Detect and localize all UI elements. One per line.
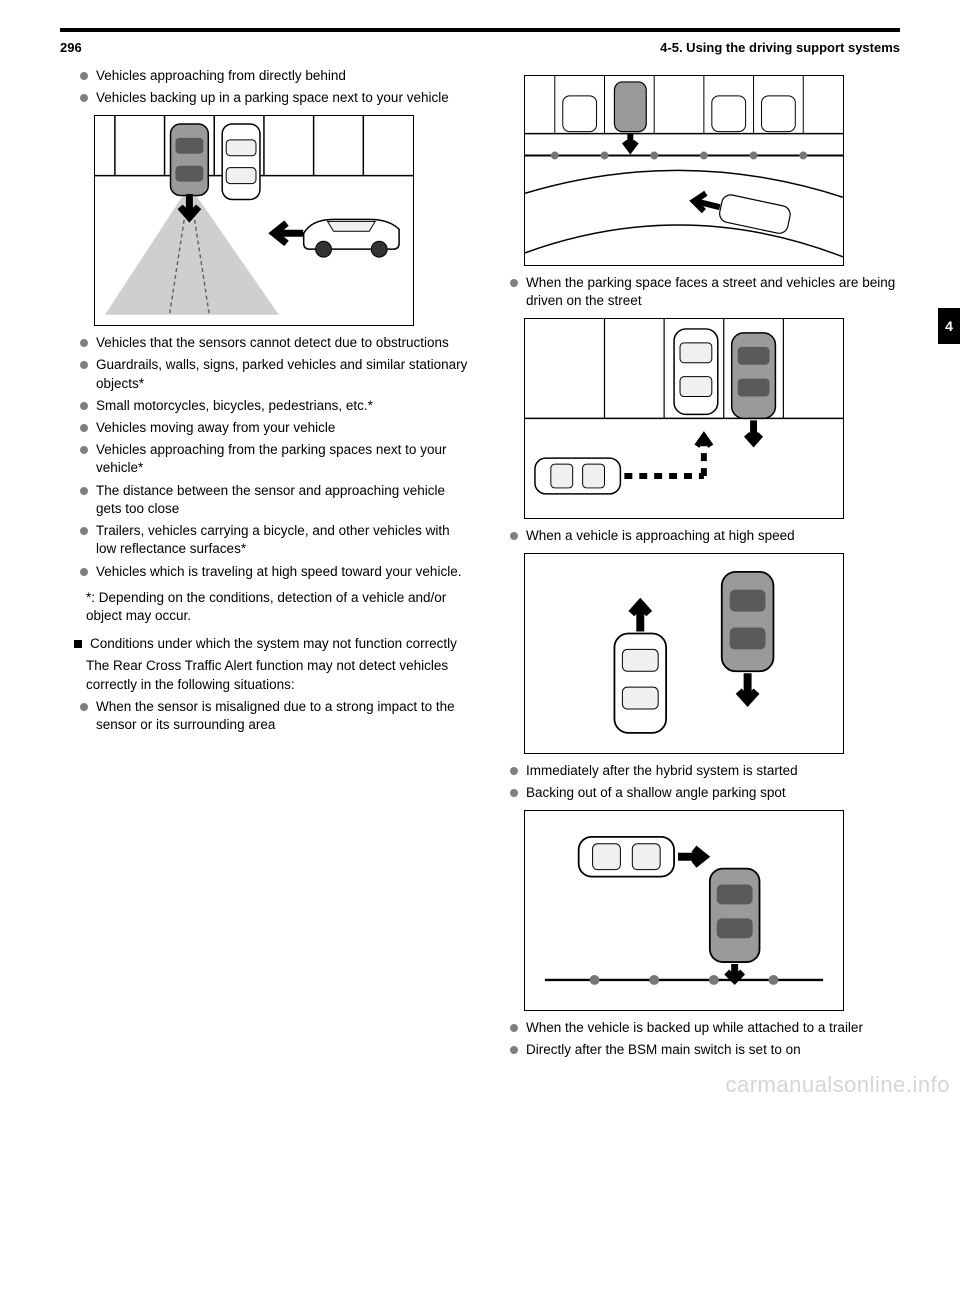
list-item: Directly after the BSM main switch is se…	[500, 1041, 900, 1059]
list-item: When the parking space faces a street an…	[500, 274, 900, 310]
page-header: 296 4-5. Using the driving support syste…	[0, 32, 960, 55]
bullet-icon	[80, 424, 88, 432]
side-tab: 4	[938, 308, 960, 344]
list-item: Backing out of a shallow angle parking s…	[500, 784, 900, 802]
bullet-icon	[80, 72, 88, 80]
bullet-icon	[80, 527, 88, 535]
bullet-icon	[510, 767, 518, 775]
list-item: Trailers, vehicles carrying a bicycle, a…	[70, 522, 470, 558]
list-item: The distance between the sensor and appr…	[70, 482, 470, 518]
list-item: Guardrails, walls, signs, parked vehicle…	[70, 356, 470, 392]
bullet-icon	[80, 487, 88, 495]
list-item: Vehicles approaching from the parking sp…	[70, 441, 470, 477]
bullet-icon	[80, 402, 88, 410]
list-item: Small motorcycles, bicycles, pedestrians…	[70, 397, 470, 415]
bullet-icon	[510, 279, 518, 287]
figure-turning-parking	[524, 318, 844, 519]
bullet-icon	[510, 532, 518, 540]
bullet-icon	[80, 339, 88, 347]
list-item: Vehicles which is traveling at high spee…	[70, 563, 470, 581]
page-number: 296	[60, 40, 82, 55]
subsection-body: The Rear Cross Traffic Alert function ma…	[86, 657, 470, 693]
bullet-icon	[80, 361, 88, 369]
figure-shallow-angle	[524, 810, 844, 1011]
bullet-icon	[80, 703, 88, 711]
bullet-icon	[80, 568, 88, 576]
bullet-icon	[510, 789, 518, 797]
list-item: When the sensor is misaligned due to a s…	[70, 698, 470, 734]
subsection-heading: Conditions under which the system may no…	[70, 635, 470, 653]
bullet-icon	[80, 446, 88, 454]
bullet-icon	[510, 1046, 518, 1054]
watermark: carmanualsonline.info	[725, 1072, 950, 1098]
list-item: When the vehicle is backed up while atta…	[500, 1019, 900, 1037]
square-icon	[74, 640, 82, 648]
left-column: Vehicles approaching from directly behin…	[70, 67, 470, 1064]
right-column: When the parking space faces a street an…	[500, 67, 900, 1064]
bullet-icon	[80, 94, 88, 102]
list-item: Vehicles moving away from your vehicle	[70, 419, 470, 437]
figure-parking-cone	[94, 115, 414, 326]
figure-high-speed	[524, 553, 844, 754]
chapter-title: 4-5. Using the driving support systems	[660, 40, 900, 55]
list-item: Immediately after the hybrid system is s…	[500, 762, 900, 780]
list-item: Vehicles backing up in a parking space n…	[70, 89, 470, 107]
figure-street-parking	[524, 75, 844, 266]
list-item: Vehicles that the sensors cannot detect …	[70, 334, 470, 352]
list-item: When a vehicle is approaching at high sp…	[500, 527, 900, 545]
bullet-icon	[510, 1024, 518, 1032]
list-item: Vehicles approaching from directly behin…	[70, 67, 470, 85]
footnote: *: Depending on the conditions, detectio…	[86, 589, 470, 625]
